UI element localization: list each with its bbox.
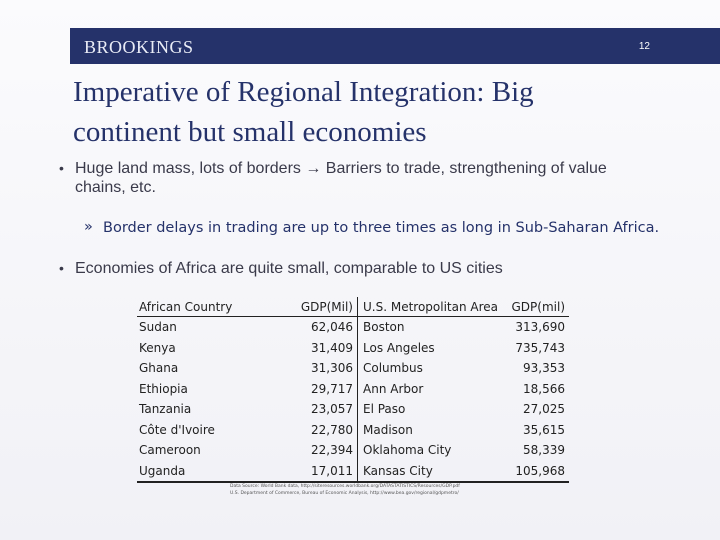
country-gdp-cell: 23,057	[291, 399, 358, 420]
bullet-text-line-1: Huge land mass, lots of borders → Barrie…	[75, 160, 607, 177]
brookings-logo: BROOKINGS	[84, 37, 194, 57]
table-row: Ethiopia 29,717 Ann Arbor 18,566	[137, 378, 569, 399]
source-note: Data Source: World Bank data, http://sit…	[230, 483, 460, 497]
table-row: Kenya 31,409 Los Angeles 735,743	[137, 337, 569, 358]
metro-cell: Los Angeles	[363, 340, 435, 355]
metro-gdp-cell: 313,690	[515, 320, 565, 335]
metro-gdp-cell: 93,353	[523, 361, 565, 376]
metro-gdp-cell: 27,025	[523, 402, 565, 417]
country-gdp-cell: 31,409	[291, 337, 358, 358]
country-cell: Kenya	[139, 340, 176, 355]
metro-gdp-cell: 735,743	[515, 340, 565, 355]
table-row: Sudan 62,046 Boston 313,690	[137, 316, 569, 338]
metro-gdp-cell: 18,566	[523, 381, 565, 396]
country-gdp-cell: 29,717	[291, 378, 358, 399]
header-us-metro-area: U.S. Metropolitan Area	[357, 297, 503, 317]
header-gdp-mil-us: GDP(mil)	[503, 297, 569, 317]
table-row: Ghana 31,306 Columbus 93,353	[137, 358, 569, 379]
header-african-country: African Country	[137, 297, 291, 317]
header-bar: BROOKINGS 12	[70, 28, 720, 64]
source-line-1: Data Source: World Bank data, http://sit…	[230, 484, 460, 489]
country-cell: Côte d'Ivoire	[139, 422, 215, 437]
country-gdp-cell: 22,394	[291, 440, 358, 461]
gdp-comparison-table: African Country GDP(Mil) U.S. Metropolit…	[137, 297, 569, 483]
bullet-dot-icon: •	[59, 260, 64, 276]
chevron-bullet-icon: »	[84, 219, 93, 235]
country-gdp-cell: 17,011	[291, 460, 358, 483]
country-cell: Tanzania	[139, 402, 192, 417]
country-cell: Ethiopia	[139, 381, 188, 396]
metro-gdp-cell: 105,968	[503, 460, 569, 483]
metro-cell: El Paso	[363, 402, 406, 417]
metro-gdp-cell: 35,615	[523, 422, 565, 437]
sub-bullet-border-delays: » Border delays in trading are up to thr…	[84, 219, 660, 236]
country-cell: Cameroon	[139, 443, 201, 458]
table-header-row: African Country GDP(Mil) U.S. Metropolit…	[137, 297, 569, 317]
metro-cell: Columbus	[363, 361, 423, 376]
country-cell: Ghana	[139, 361, 179, 376]
bullet-economies: • Economies of Africa are quite small, c…	[59, 259, 695, 278]
bullet-dot-icon: •	[59, 160, 64, 176]
table-row: Uganda 17,011 Kansas City 105,968	[137, 460, 569, 483]
country-gdp-cell: 22,780	[291, 419, 358, 440]
sub-bullet-text: Border delays in trading are up to three…	[103, 220, 660, 236]
metro-cell: Madison	[363, 422, 413, 437]
metro-cell: Boston	[363, 320, 405, 335]
metro-gdp-cell: 58,339	[523, 443, 565, 458]
metro-cell: Oklahoma City	[363, 443, 452, 458]
bullet-text: Economies of Africa are quite small, com…	[75, 260, 503, 277]
slide-title: Imperative of Regional Integration: Big …	[73, 72, 673, 152]
country-gdp-cell: 31,306	[291, 358, 358, 379]
table-row: Côte d'Ivoire 22,780 Madison 35,615	[137, 419, 569, 440]
source-line-2: U.S. Department of Commerce, Bureau of E…	[230, 491, 459, 496]
metro-cell: Kansas City	[357, 460, 503, 483]
table-row: Tanzania 23,057 El Paso 27,025	[137, 399, 569, 420]
header-gdp-mil: GDP(Mil)	[291, 297, 358, 317]
country-cell: Uganda	[137, 460, 291, 483]
bullet-borders: • Huge land mass, lots of borders → Barr…	[59, 159, 695, 197]
title-line-2: continent but small economies	[73, 116, 427, 148]
country-cell: Sudan	[139, 320, 177, 335]
page-number: 12	[638, 41, 650, 52]
bullet-text-line-2: chains, etc.	[75, 179, 156, 196]
country-gdp-cell: 62,046	[291, 316, 358, 338]
table-row: Cameroon 22,394 Oklahoma City 58,339	[137, 440, 569, 461]
title-line-1: Imperative of Regional Integration: Big	[73, 76, 534, 108]
metro-cell: Ann Arbor	[363, 381, 424, 396]
